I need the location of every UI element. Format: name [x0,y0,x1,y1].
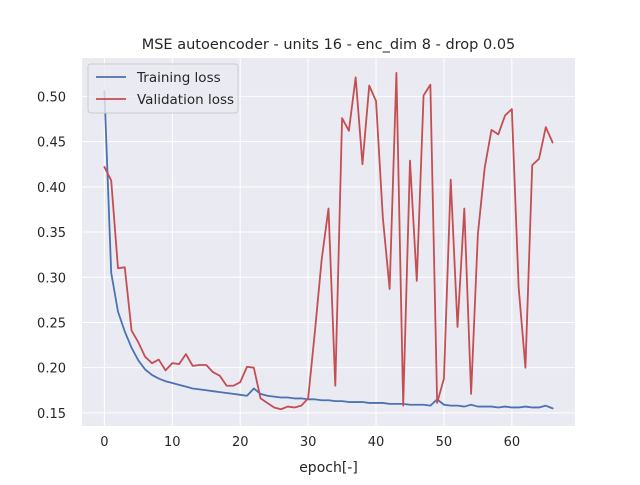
y-tick-label: 0.45 [37,136,66,151]
y-tick-label: 0.15 [37,407,66,422]
x-tick-label: 50 [436,435,453,450]
x-axis-label: epoch[-] [299,460,358,476]
legend-label-validation-loss: Validation loss [137,92,234,108]
legend-label-training-loss: Training loss [136,70,221,86]
series-line-validation-loss [103,72,554,411]
series-layer [103,72,554,411]
x-tick-label: 10 [164,435,181,450]
y-tick-label: 0.20 [37,362,66,377]
tick-labels: 0 10 20 30 40 50 60 0.15 0.20 0.25 0.30 0.35 0.40 0.4… [37,90,520,450]
y-tick-label: 0.30 [37,271,66,286]
y-tick-label: 0.50 [37,90,66,105]
plot-area [82,58,575,426]
x-tick-label: 20 [232,435,249,450]
x-tick-label: 40 [368,435,385,450]
x-tick-label: 30 [300,435,317,450]
x-tick-label: 0 [100,435,108,450]
chart-title: MSE autoencoder - units 16 - enc_dim 8 -… [142,37,516,53]
y-tick-label: 0.40 [37,181,66,196]
y-tick-label: 0.25 [37,316,66,331]
series-line-training-loss [103,90,554,410]
legend: Training loss Validation loss [87,63,239,114]
y-tick-label: 0.35 [37,226,66,241]
x-tick-label: 60 [504,435,521,450]
